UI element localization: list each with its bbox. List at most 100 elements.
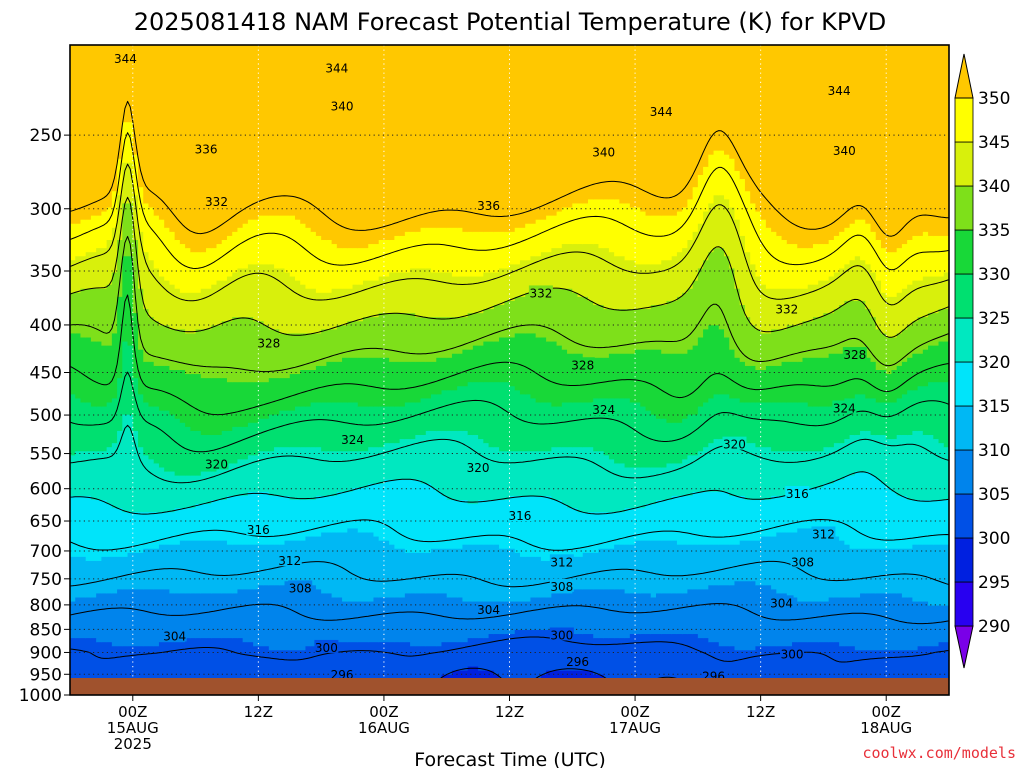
color-cell (389, 272, 395, 314)
color-cell (912, 650, 919, 695)
color-cell (676, 45, 683, 213)
color-cell (697, 223, 704, 270)
color-cell (326, 451, 333, 497)
color-cell (357, 45, 364, 249)
color-cell (504, 601, 511, 635)
color-cell (619, 398, 626, 465)
color-cell (232, 231, 239, 274)
color-cell (519, 451, 526, 497)
color-cell (875, 240, 882, 282)
color-cell (462, 349, 469, 387)
color-cell (211, 540, 218, 595)
color-cell (608, 45, 615, 200)
color-cell (415, 361, 422, 404)
color-cell (274, 585, 280, 651)
color-cell (158, 589, 165, 643)
color-cell (478, 345, 484, 383)
color-cell (284, 495, 291, 542)
color-cell (624, 467, 631, 509)
color-cell (792, 491, 798, 534)
color-cell (85, 495, 92, 562)
color-cell (85, 597, 92, 639)
svg-text:336: 336 (477, 199, 500, 213)
color-cell (284, 45, 291, 217)
color-cell (833, 443, 840, 481)
color-cell (268, 585, 275, 651)
color-cell (561, 504, 568, 558)
color-cell (844, 398, 851, 440)
svg-text:344: 344 (325, 62, 348, 76)
contour-label: 344 (649, 103, 674, 119)
color-cell (844, 300, 851, 351)
color-cell (117, 158, 123, 196)
colorbar-label: 300 (978, 529, 1010, 549)
color-cell (284, 581, 291, 651)
contour-label: 336 (476, 198, 501, 213)
contour-label: 340 (330, 98, 355, 114)
color-cell (404, 272, 411, 314)
color-cell (268, 329, 275, 379)
color-cell (828, 45, 835, 241)
color-cell (682, 418, 688, 460)
color-cell (446, 500, 453, 550)
color-cell (347, 357, 354, 404)
color-cell (514, 451, 521, 497)
color-cell (326, 292, 333, 330)
color-cell (692, 45, 699, 188)
color-cell (535, 597, 542, 631)
color-cell (457, 317, 464, 355)
color-cell (122, 646, 129, 692)
color-cell (190, 593, 197, 639)
svg-text:312: 312 (550, 555, 573, 569)
color-cell (713, 195, 720, 249)
color-cell (614, 512, 620, 546)
color-cell (860, 548, 866, 595)
color-cell (190, 540, 197, 595)
color-cell (499, 601, 505, 635)
color-cell (692, 231, 699, 282)
colorbar-swatch (954, 449, 974, 495)
color-cell (425, 268, 432, 318)
color-cell (446, 45, 453, 229)
color-cell (567, 288, 573, 355)
color-cell (854, 471, 861, 550)
color-cell (300, 500, 307, 542)
color-cell (802, 288, 809, 322)
color-cell (750, 325, 757, 367)
color-cell (844, 349, 851, 400)
color-cell (530, 597, 537, 631)
color-cell (410, 402, 416, 440)
color-cell (441, 593, 448, 643)
svg-text:308: 308 (550, 580, 573, 594)
color-cell (635, 402, 641, 469)
colorbar-label: 315 (978, 397, 1010, 417)
color-cell (404, 642, 411, 695)
color-cell (755, 585, 762, 647)
color-cell (776, 532, 783, 595)
color-cell (143, 455, 150, 513)
color-cell (865, 650, 872, 688)
color-cell (519, 601, 526, 631)
color-cell (211, 435, 218, 473)
color-cell (812, 284, 819, 318)
color-cell (352, 45, 359, 249)
color-cell (907, 597, 913, 651)
color-cell (692, 455, 699, 493)
color-cell (818, 317, 825, 359)
color-cell (70, 333, 76, 395)
color-cell (462, 430, 469, 501)
color-cell (603, 357, 610, 400)
color-cell (493, 544, 500, 603)
color-cell (85, 638, 92, 695)
color-cell (551, 406, 558, 448)
color-cell (896, 495, 903, 550)
colorbar-swatch (954, 229, 974, 275)
color-cell (425, 593, 432, 647)
color-cell (457, 276, 464, 318)
color-cell (844, 227, 851, 265)
color-cell (96, 248, 102, 290)
color-cell (943, 605, 949, 643)
color-cell (148, 548, 155, 590)
color-cell (263, 45, 270, 217)
color-cell (635, 593, 641, 635)
